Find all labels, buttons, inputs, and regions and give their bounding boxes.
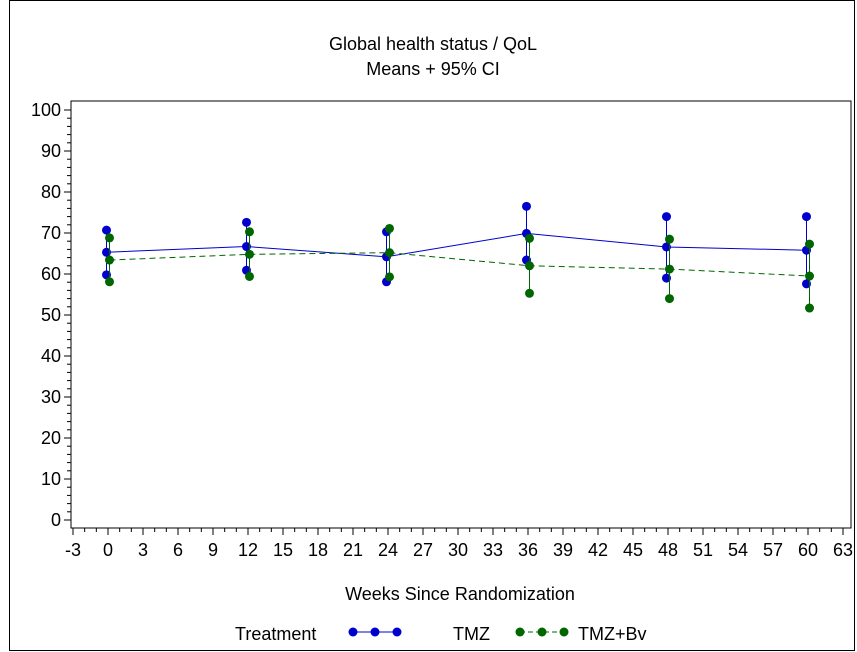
y-tick-label: 50 bbox=[41, 305, 61, 325]
x-tick-label: 48 bbox=[658, 540, 678, 560]
ci-upper-point-tmz-bv bbox=[805, 239, 814, 249]
ci-lower-point-tmz-bv bbox=[805, 303, 814, 313]
legend-marker-tmz bbox=[348, 627, 358, 637]
y-tick-label: 10 bbox=[41, 469, 61, 489]
ci-upper-point-tmz bbox=[242, 217, 251, 227]
legend-title: Treatment bbox=[235, 624, 316, 644]
x-tick-label: 6 bbox=[173, 540, 183, 560]
x-tick-label: 0 bbox=[103, 540, 113, 560]
mean-point-tmz-bv bbox=[385, 248, 394, 258]
y-tick-label: 80 bbox=[41, 182, 61, 202]
x-tick-label: 15 bbox=[273, 540, 293, 560]
x-tick-label: 12 bbox=[238, 540, 258, 560]
y-tick-label: 0 bbox=[51, 510, 61, 530]
mean-point-tmz-bv bbox=[245, 249, 254, 259]
y-tick-label: 60 bbox=[41, 264, 61, 284]
x-tick-label: 51 bbox=[693, 540, 713, 560]
ci-upper-point-tmz-bv bbox=[105, 233, 114, 243]
mean-point-tmz-bv bbox=[665, 264, 674, 274]
x-tick-label: 9 bbox=[208, 540, 218, 560]
legend-marker-tmz bbox=[392, 627, 402, 637]
plot-area bbox=[70, 100, 852, 529]
x-tick-label: 24 bbox=[378, 540, 398, 560]
ci-upper-point-tmz-bv bbox=[665, 234, 674, 244]
chart-title: Global health status / QoL bbox=[329, 34, 537, 54]
series-line-tmz bbox=[106, 232, 807, 258]
mean-point-tmz-bv bbox=[105, 255, 114, 265]
x-tick-label: 33 bbox=[483, 540, 503, 560]
ci-lower-point-tmz-bv bbox=[385, 272, 394, 282]
legend-marker-tmz bbox=[370, 627, 380, 637]
ci-lower-point-tmz bbox=[802, 279, 811, 289]
axes: -3 0 3 6 9 12 15 18 21 24 27 30 33 36 39 42 45 48 51 54 57 60… bbox=[31, 100, 853, 560]
mean-point-tmz bbox=[242, 242, 251, 252]
x-tick-label: -3 bbox=[65, 540, 81, 560]
mean-point-tmz bbox=[662, 242, 671, 252]
ci-lower-point-tmz bbox=[662, 273, 671, 283]
ci-lower-point-tmz-bv bbox=[245, 271, 254, 281]
y-tick-label: 30 bbox=[41, 387, 61, 407]
ci-upper-point-tmz-bv bbox=[525, 233, 534, 243]
x-tick-label: 21 bbox=[343, 540, 363, 560]
y-tick-label: 70 bbox=[41, 223, 61, 243]
ci-lower-point-tmz bbox=[102, 270, 111, 280]
series-line-tmz-bv bbox=[109, 252, 810, 277]
plot-frame bbox=[70, 100, 852, 529]
x-tick-label: 45 bbox=[623, 540, 643, 560]
x-tick-label: 39 bbox=[553, 540, 573, 560]
x-tick-label: 42 bbox=[588, 540, 608, 560]
data-series bbox=[102, 201, 814, 313]
ci-upper-point-tmz-bv bbox=[385, 223, 394, 233]
legend-marker-tmz-bv bbox=[559, 627, 569, 637]
ci-upper-point-tmz-bv bbox=[245, 227, 254, 237]
ci-upper-point-tmz bbox=[522, 201, 531, 211]
legend-label-tmz: TMZ bbox=[453, 624, 490, 644]
x-tick-label: 27 bbox=[413, 540, 433, 560]
mean-point-tmz-bv bbox=[805, 271, 814, 281]
legend-marker-tmz-bv bbox=[537, 627, 547, 637]
x-tick-label: 57 bbox=[763, 540, 783, 560]
y-tick-label: 100 bbox=[31, 100, 61, 120]
ci-upper-point-tmz bbox=[102, 225, 111, 235]
x-tick-label: 30 bbox=[448, 540, 468, 560]
mean-point-tmz-bv bbox=[525, 261, 534, 271]
y-tick-label: 20 bbox=[41, 428, 61, 448]
legend-label-tmz-bv: TMZ+Bv bbox=[578, 624, 647, 644]
x-tick-label: 54 bbox=[728, 540, 748, 560]
ci-lower-point-tmz-bv bbox=[525, 288, 534, 298]
mean-point-tmz bbox=[102, 247, 111, 257]
x-tick-label: 60 bbox=[798, 540, 818, 560]
x-tick-label: 36 bbox=[518, 540, 538, 560]
chart-frame bbox=[9, 0, 855, 651]
x-tick-label: 63 bbox=[833, 540, 853, 560]
chart-subtitle: Means + 95% CI bbox=[366, 59, 500, 79]
legend-marker-tmz-bv bbox=[515, 627, 525, 637]
ci-upper-point-tmz bbox=[662, 212, 671, 222]
legend: Treatment TMZ TMZ+Bv bbox=[235, 624, 647, 644]
ci-lower-point-tmz-bv bbox=[665, 294, 674, 304]
x-tick-label: 3 bbox=[138, 540, 148, 560]
ci-lower-point-tmz-bv bbox=[105, 277, 114, 287]
x-axis-label: Weeks Since Randomization bbox=[345, 584, 575, 604]
y-tick-label: 40 bbox=[41, 346, 61, 366]
y-tick-label: 90 bbox=[41, 141, 61, 161]
x-tick-label: 18 bbox=[308, 540, 328, 560]
ci-upper-point-tmz bbox=[802, 212, 811, 222]
